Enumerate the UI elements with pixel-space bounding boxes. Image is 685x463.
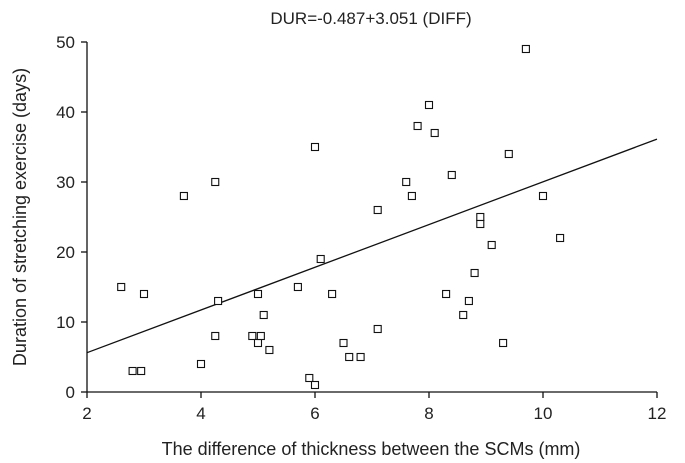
axes: [86, 42, 657, 393]
data-point: [248, 331, 257, 341]
data-point: [316, 254, 325, 264]
data-point: [504, 149, 513, 159]
data-point: [373, 324, 382, 334]
data-points: [117, 44, 565, 390]
data-point: [499, 338, 508, 348]
data-point: [521, 44, 530, 54]
data-point: [430, 128, 439, 138]
data-point: [402, 177, 411, 187]
data-point: [538, 191, 548, 201]
regression-line: [86, 138, 658, 354]
data-point: [179, 191, 188, 201]
data-point: [328, 289, 337, 299]
data-point: [470, 268, 479, 278]
tick-marks: [81, 41, 658, 398]
data-point: [211, 177, 220, 187]
chart-title: DUR=-0.487+3.051 (DIFF): [270, 9, 471, 28]
y-tick-label: 20: [56, 243, 75, 262]
data-point: [265, 345, 274, 355]
x-tick-label: 12: [648, 404, 667, 423]
y-tick-label: 50: [56, 33, 75, 52]
data-point: [214, 296, 223, 306]
data-point: [139, 289, 149, 299]
x-tick-label: 10: [534, 404, 553, 423]
y-tick-label: 0: [66, 383, 75, 402]
data-point: [117, 282, 126, 292]
data-point: [464, 296, 473, 306]
data-point: [211, 331, 220, 341]
y-tick-label: 40: [56, 103, 75, 122]
data-point: [196, 359, 206, 369]
x-tick-label: 6: [310, 404, 319, 423]
tick-labels: 2 4 6 8 10 12 0 10 20 30 40 50: [56, 33, 666, 423]
data-point: [259, 310, 268, 320]
y-axis-title: Duration of stretching exercise (days): [10, 68, 30, 366]
data-point: [356, 352, 365, 362]
data-point: [339, 338, 348, 348]
data-point: [345, 352, 354, 362]
data-point: [424, 100, 434, 110]
data-point: [556, 233, 565, 243]
data-point: [407, 191, 416, 201]
y-tick-label: 30: [56, 173, 75, 192]
data-point: [293, 282, 302, 292]
x-tick-label: 2: [82, 404, 91, 423]
data-point: [476, 212, 485, 222]
x-axis-title: The difference of thickness between the …: [162, 439, 581, 459]
data-point: [253, 338, 263, 348]
x-tick-label: 8: [424, 404, 433, 423]
x-tick-label: 4: [196, 404, 205, 423]
data-point: [137, 366, 146, 376]
data-point: [487, 240, 496, 250]
y-tick-label: 10: [56, 313, 75, 332]
data-point: [476, 219, 485, 229]
data-point: [447, 170, 456, 180]
data-point: [253, 289, 263, 299]
data-point: [459, 310, 468, 320]
data-point: [128, 366, 137, 376]
data-point: [310, 380, 320, 390]
data-point: [305, 373, 314, 383]
data-point: [373, 205, 382, 215]
data-point: [413, 121, 422, 131]
data-point: [256, 331, 265, 341]
data-point: [310, 142, 320, 152]
data-point: [442, 289, 451, 299]
